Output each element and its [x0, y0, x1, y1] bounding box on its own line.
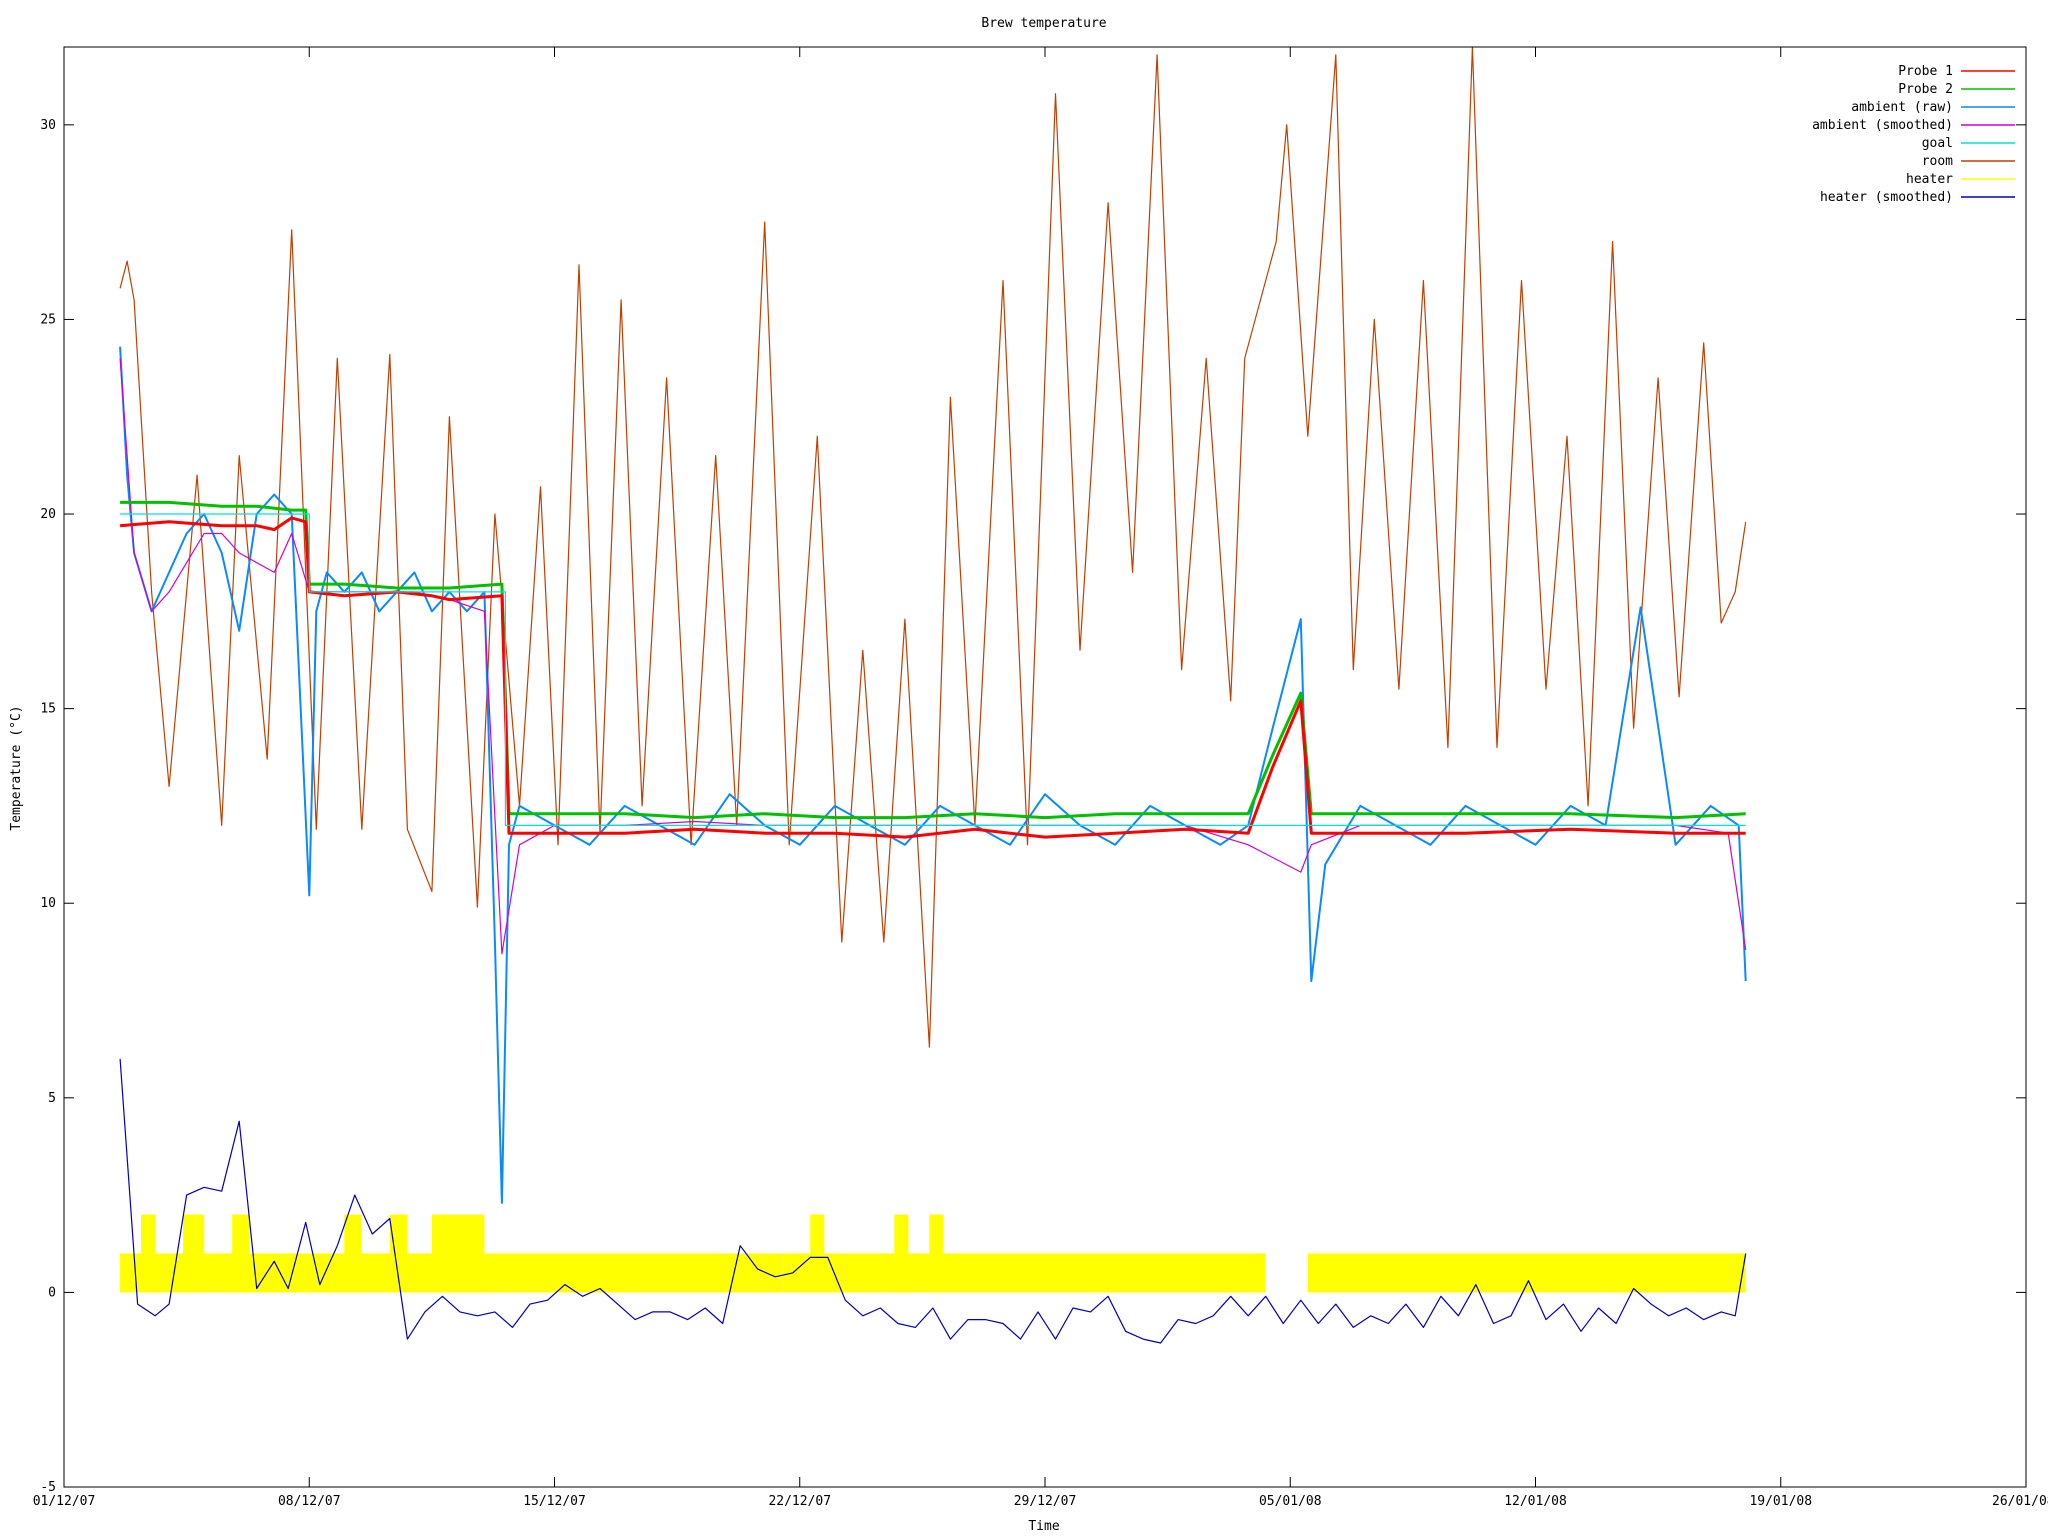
heater-band: [232, 1214, 250, 1293]
x-tick-label: 29/12/07: [1014, 1494, 1077, 1509]
y-tick-label: 0: [48, 1285, 56, 1300]
legend-label: room: [1922, 154, 1953, 169]
heater-band: [894, 1214, 909, 1293]
legend-label: heater: [1906, 172, 1953, 187]
series-line-probe-1: [119, 516, 1746, 839]
x-tick-label: 15/12/07: [523, 1494, 586, 1509]
heater-band: [929, 1214, 944, 1293]
heater-band: [431, 1214, 485, 1293]
x-tick-label: 26/01/08: [1992, 1494, 2048, 1509]
plot-marks: [119, 46, 1747, 1344]
heater-band: [501, 1253, 783, 1293]
heater-band: [344, 1214, 362, 1293]
series-line-probe-2: [120, 500, 1746, 820]
legend-label: ambient (raw): [1851, 100, 1953, 115]
y-tick-label: 25: [40, 312, 56, 327]
legend-label: goal: [1922, 136, 1953, 151]
x-tick-label: 05/01/08: [1259, 1494, 1322, 1509]
heater-band: [183, 1214, 205, 1293]
heater-band: [782, 1253, 1266, 1293]
heater-band: [389, 1214, 408, 1293]
x-tick-label: 19/01/08: [1749, 1494, 1812, 1509]
x-tick-label: 08/12/07: [278, 1494, 341, 1509]
legend: Probe 1 Probe 2 ambient (raw) ambient (smoo…: [1812, 64, 2015, 205]
x-axis-label: Time: [1028, 1519, 1059, 1534]
y-tick-label: 15: [40, 702, 56, 717]
heater-band: [141, 1214, 156, 1293]
y-tick-label: -5: [40, 1480, 56, 1495]
y-axis-label: Temperature (°C): [9, 705, 24, 830]
legend-label: heater (smoothed): [1820, 190, 1953, 205]
x-tick-label: 12/01/08: [1504, 1494, 1567, 1509]
series-line-ambient-raw: [119, 346, 1747, 1204]
x-tick-label: 22/12/07: [768, 1494, 831, 1509]
series-line-heater-smoothed: [119, 1058, 1747, 1344]
legend-label: Probe 2: [1898, 82, 1953, 97]
legend-label: Probe 1: [1898, 64, 1953, 79]
x-tick-label: 01/12/07: [33, 1494, 96, 1509]
chart-title: Brew temperature: [981, 16, 1106, 31]
legend-label: ambient (smoothed): [1812, 118, 1953, 133]
series-line-room: [119, 46, 1747, 1048]
series-line-goal: [120, 513, 1746, 827]
y-tick-label: 30: [40, 118, 56, 133]
heater-band: [1307, 1253, 1746, 1293]
y-tick-label: 20: [40, 507, 56, 522]
y-tick-label: 5: [48, 1091, 56, 1106]
axes: -5 0 5 10 15 20 25 30 01/12/07 08/12/07 15/12/07 22…: [33, 47, 2048, 1509]
y-tick-label: 10: [40, 896, 56, 911]
